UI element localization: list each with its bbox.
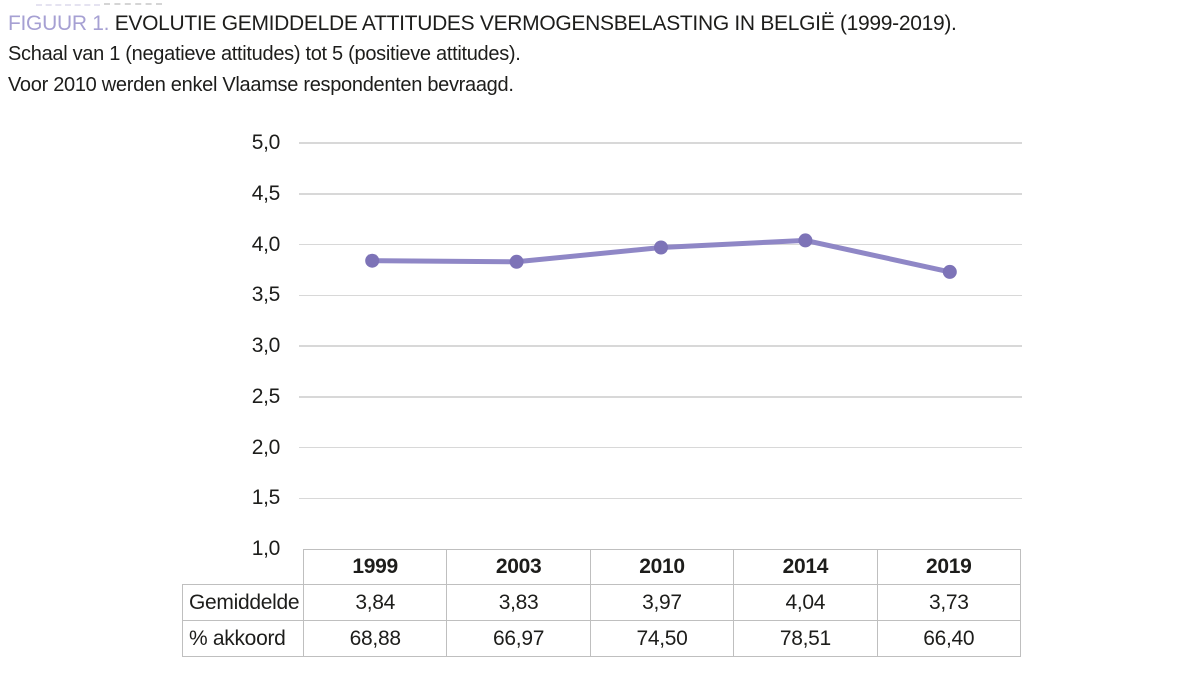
gridline: [299, 396, 1022, 398]
data-point-marker: [509, 254, 524, 269]
cropped-text-artifact: [36, 4, 100, 6]
table-row: % akkoord 68,88 66,97 74,50 78,51 66,40: [182, 620, 1022, 657]
data-point-marker: [654, 240, 668, 255]
gridline: [299, 497, 1022, 499]
figure-subtitle-note: Voor 2010 werden enkel Vlaamse responden…: [8, 74, 514, 96]
gridline: [299, 446, 1022, 449]
table-year-header: 2014: [733, 549, 878, 585]
y-axis-tick-label: 1,5: [251, 486, 281, 510]
cropped-text-artifact: [104, 3, 162, 5]
y-axis-tick-label: 4,5: [251, 181, 281, 205]
data-table: 1999 2003 2010 2014 2019 Gemiddelde 3,84 3,83 3…: [182, 549, 1022, 657]
y-axis-tick-label: 5,0: [251, 131, 281, 154]
table-value-cell: 3,84: [302, 584, 448, 621]
figure-subtitle-scale: Schaal van 1 (negatieve attitudes) tot 5…: [8, 43, 521, 65]
figure-label: FIGUUR 1.: [8, 12, 110, 35]
table-value-cell: 66,97: [446, 620, 591, 657]
gridline: [299, 193, 1022, 195]
table-year-header: 2003: [446, 549, 591, 585]
table-year-header: 2019: [876, 549, 1022, 585]
table-year-header: 2010: [589, 549, 735, 585]
figure-caption: FIGUUR 1. EVOLUTIE GEMIDDELDE ATTITUDES …: [8, 8, 1200, 101]
gridline: [299, 294, 1022, 296]
figure-title-line: FIGUUR 1. EVOLUTIE GEMIDDELDE ATTITUDES …: [8, 8, 1200, 39]
y-axis-tick-label: 2,0: [251, 435, 281, 459]
table-value-cell: 3,73: [876, 584, 1022, 621]
data-point-marker: [365, 253, 380, 268]
gridline: [299, 142, 1022, 144]
table-value-cell: 78,51: [733, 620, 878, 657]
figure-title: EVOLUTIE GEMIDDELDE ATTITUDES VERMOGENSB…: [114, 12, 957, 35]
y-axis-tick-label: 2,5: [251, 384, 281, 408]
table-header-row: 1999 2003 2010 2014 2019: [183, 549, 1022, 585]
table-row-label: % akkoord: [182, 620, 304, 657]
y-axis-tick-label: 3,5: [251, 283, 281, 307]
table-year-header: 1999: [302, 549, 448, 585]
table-value-cell: 68,88: [302, 620, 448, 657]
data-point-marker: [942, 264, 957, 279]
table-value-cell: 3,83: [446, 584, 591, 621]
y-axis-tick-label: 4,0: [251, 232, 281, 256]
data-point-marker: [798, 233, 813, 248]
table-value-cell: 66,40: [876, 620, 1022, 657]
table-corner-cell: [183, 550, 304, 585]
table-row-label: Gemiddelde: [182, 584, 304, 621]
table-value-cell: 4,04: [733, 584, 878, 621]
table-value-cell: 3,97: [589, 584, 735, 621]
table-row: Gemiddelde 3,84 3,83 3,97 4,04 3,73: [182, 584, 1022, 621]
gridline: [299, 345, 1022, 347]
table-value-cell: 74,50: [589, 620, 735, 657]
y-axis-tick-label: 1,0: [251, 537, 281, 560]
y-axis-tick-label: 3,0: [251, 334, 281, 357]
